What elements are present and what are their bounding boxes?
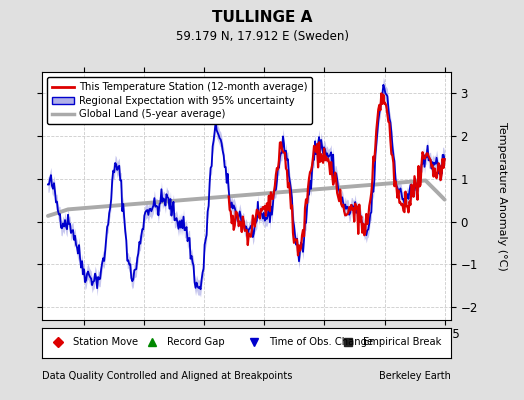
- Text: Data Quality Controlled and Aligned at Breakpoints: Data Quality Controlled and Aligned at B…: [42, 371, 292, 381]
- Text: 59.179 N, 17.912 E (Sweden): 59.179 N, 17.912 E (Sweden): [176, 30, 348, 43]
- Text: Berkeley Earth: Berkeley Earth: [379, 371, 451, 381]
- Text: Record Gap: Record Gap: [167, 338, 224, 347]
- Text: Empirical Break: Empirical Break: [363, 338, 441, 347]
- Y-axis label: Temperature Anomaly (°C): Temperature Anomaly (°C): [497, 122, 507, 270]
- Text: Station Move: Station Move: [72, 338, 138, 347]
- Text: TULLINGE A: TULLINGE A: [212, 10, 312, 25]
- Legend: This Temperature Station (12-month average), Regional Expectation with 95% uncer: This Temperature Station (12-month avera…: [47, 77, 312, 124]
- Text: Time of Obs. Change: Time of Obs. Change: [269, 338, 373, 347]
